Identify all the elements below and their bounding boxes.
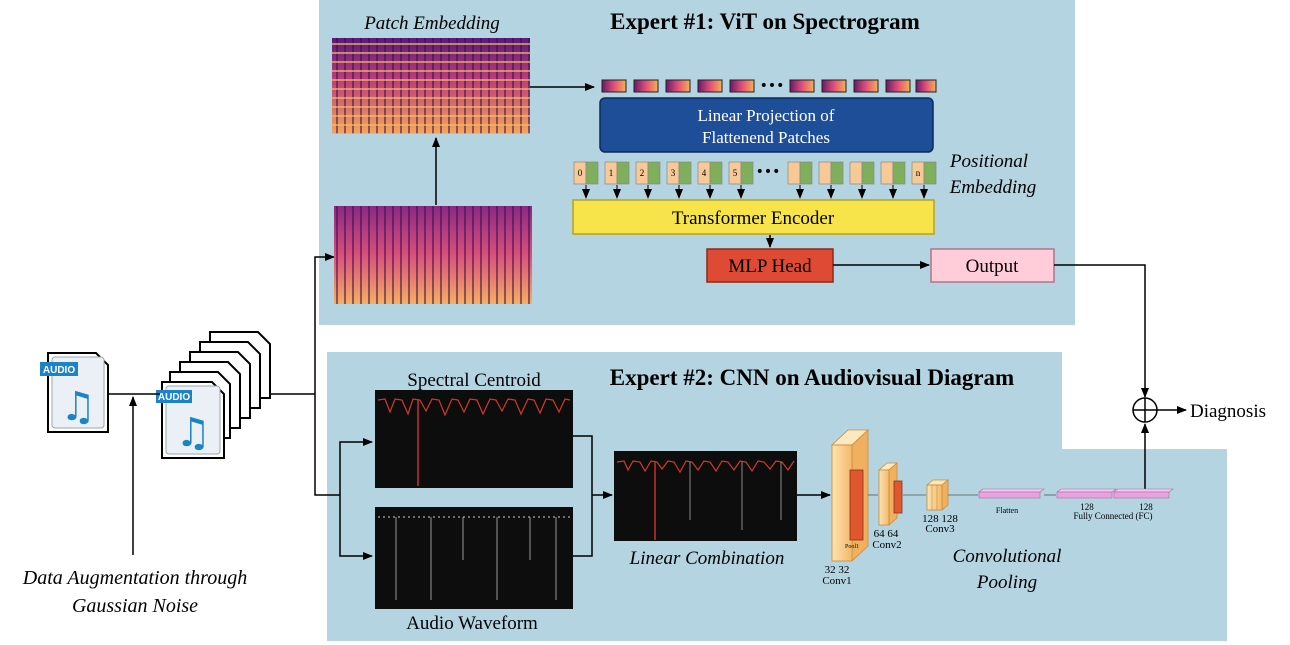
flatten-layer xyxy=(978,488,1045,499)
fc-dim-1: 128 xyxy=(1080,502,1094,512)
linear-combination-plot xyxy=(614,451,797,541)
augmentation-label-line1: Data Augmentation through xyxy=(22,567,247,589)
fc-dim-2: 128 xyxy=(1139,502,1153,512)
waveform-merge-line xyxy=(573,495,593,557)
music-note-icon-stack: ♫ xyxy=(175,410,211,456)
positional-embedding-label-1: Positional xyxy=(949,151,1028,172)
augmentation-label-line2: Gaussian Noise xyxy=(72,595,198,617)
mlp-head-label: MLP Head xyxy=(728,256,812,277)
fc-label: Fully Connected (FC) xyxy=(1074,511,1153,521)
patch-embedding-label: Patch Embedding xyxy=(363,13,500,34)
combiner-sum-icon xyxy=(1132,397,1158,423)
patch-tokens xyxy=(601,79,937,93)
conv3-layer xyxy=(925,479,950,511)
conv1-dims: 32 32 xyxy=(825,564,850,576)
positions-ellipsis: ••• xyxy=(756,164,781,180)
centroid-merge-line xyxy=(573,435,593,495)
diagnosis-label: Diagnosis xyxy=(1190,401,1266,422)
transformer-encoder-box xyxy=(572,199,935,235)
expert2-title: Expert #2: CNN on Audiovisual Diagram xyxy=(610,365,1014,390)
conv2-layer xyxy=(877,462,903,526)
conv-pooling-label-2: Pooling xyxy=(976,572,1037,593)
to-spectrogram-arrow xyxy=(314,253,335,394)
patch-embedding-image xyxy=(332,38,530,134)
music-note-icon: ♫ xyxy=(60,384,96,430)
audio-badge-stack: AUDIO xyxy=(158,392,190,403)
conv1-layer xyxy=(830,429,870,562)
pos-token-label: 0 xyxy=(578,168,583,178)
output-to-combiner-arrow xyxy=(1054,264,1149,398)
pos-token-label: 1 xyxy=(609,168,614,178)
spectral-centroid-plot xyxy=(375,390,573,488)
positional-embedding-label-2: Embedding xyxy=(949,177,1037,198)
token-to-encoder-arrows xyxy=(582,185,928,199)
spectrogram-image xyxy=(334,206,532,304)
audio-waveform-plot xyxy=(375,507,573,609)
pos-token-label: 3 xyxy=(671,168,676,178)
conv3-dims: 128 128 xyxy=(922,513,958,525)
audio-waveform-label: Audio Waveform xyxy=(406,613,538,634)
linear-projection-label-1: Linear Projection of xyxy=(698,106,835,125)
conv2-label: Conv2 xyxy=(872,539,901,551)
spectral-centroid-label: Spectral Centroid xyxy=(407,370,541,391)
conv3-label: Conv3 xyxy=(925,523,955,535)
conv2-dims: 64 64 xyxy=(874,528,899,540)
augmented-audio-stack: AUDIO ♫ xyxy=(156,331,271,459)
audio-badge: AUDIO xyxy=(43,365,75,376)
pos-token-label: 5 xyxy=(733,168,738,178)
position-tokens: 0 1 2 3 4 5 n xyxy=(573,161,937,185)
pos-token-label: 4 xyxy=(702,168,707,178)
pool1-label: Pool1 xyxy=(845,544,859,550)
expert1-title: Expert #1: ViT on Spectrogram xyxy=(610,9,920,34)
pos-token-label: 2 xyxy=(640,168,645,178)
audio-file-icon: AUDIO ♫ xyxy=(40,352,109,433)
to-waveform-arrow xyxy=(339,495,373,560)
transformer-encoder-label: Transformer Encoder xyxy=(672,208,835,229)
linear-projection-label-2: Flattenend Patches xyxy=(702,128,830,147)
to-spectral-centroid-arrow xyxy=(339,438,373,495)
output-label: Output xyxy=(966,256,1020,277)
pos-token-label: n xyxy=(916,168,921,178)
flatten-label: Flatten xyxy=(996,506,1018,515)
tokens-ellipsis: ••• xyxy=(760,78,785,94)
fc-layers xyxy=(1056,488,1174,499)
conv1-label: Conv1 xyxy=(822,575,851,587)
linear-projection-box xyxy=(599,97,934,153)
conv-pooling-label-1: Convolutional xyxy=(953,546,1062,567)
to-cnn-branch-line xyxy=(314,394,340,496)
linear-combination-label: Linear Combination xyxy=(629,548,785,569)
